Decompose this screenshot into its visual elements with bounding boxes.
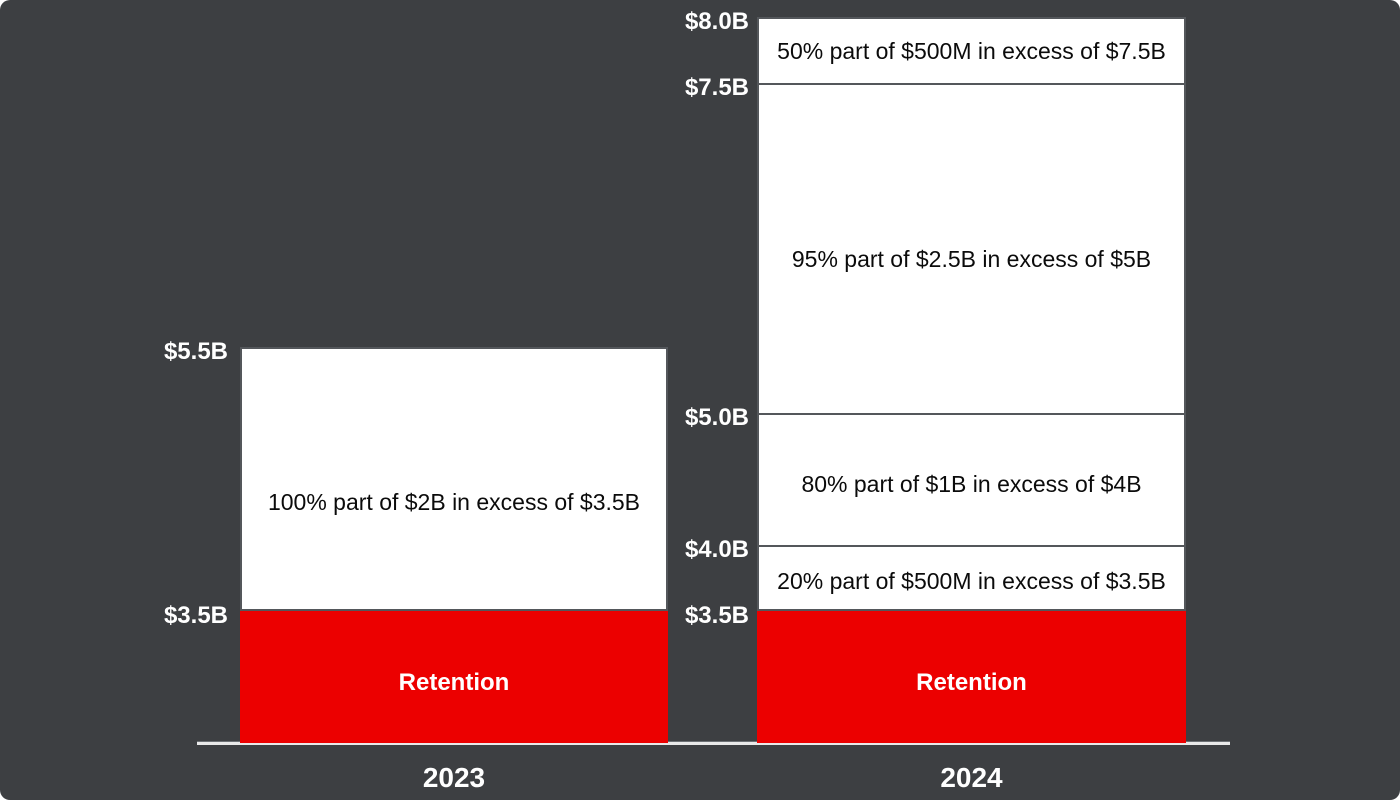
x-axis-label-2024: 2024 xyxy=(940,762,1003,793)
segment-label: Retention xyxy=(398,669,510,696)
x-axis-label-2023: 2023 xyxy=(422,762,486,793)
bar-segment-band-2024: 95% part of $2.5B in excess of $5B xyxy=(757,83,1186,413)
bar-segment-band-2024: 50% part of $500M in excess of $7.5B xyxy=(757,17,1186,83)
bar-segment-band-2024: 80% part of $1B in excess of $4B xyxy=(757,413,1186,545)
segment-label: 20% part of $500M in excess of $3.5B xyxy=(777,568,1166,594)
bar-segment-band-2024: 20% part of $500M in excess of $3.5B xyxy=(757,545,1186,611)
y-tick-label: $4.0B xyxy=(684,536,749,563)
bar-segment-retention-2024: Retention xyxy=(757,611,1186,743)
segment-label: 95% part of $2.5B in excess of $5B xyxy=(791,246,1152,272)
x-axis-line xyxy=(197,742,1230,745)
y-tick-label: $5.5B xyxy=(163,338,228,365)
segment-label: Retention xyxy=(916,669,1027,696)
y-tick-label: $3.5B xyxy=(163,602,228,629)
bar-segment-retention-2023: Retention xyxy=(240,611,668,743)
segment-label: 100% part of $2B in excess of $3.5B xyxy=(267,489,641,515)
y-tick-label: $5.0B xyxy=(684,404,749,431)
segment-label: 80% part of $1B in excess of $4B xyxy=(801,471,1142,497)
segment-label: 50% part of $500M in excess of $7.5B xyxy=(777,38,1166,64)
y-tick-label: $8.0B xyxy=(684,8,749,35)
bar-segment-band-2023: 100% part of $2B in excess of $3.5B xyxy=(240,347,668,611)
y-tick-label: $7.5B xyxy=(684,74,749,101)
y-tick-label: $3.5B xyxy=(684,602,749,629)
